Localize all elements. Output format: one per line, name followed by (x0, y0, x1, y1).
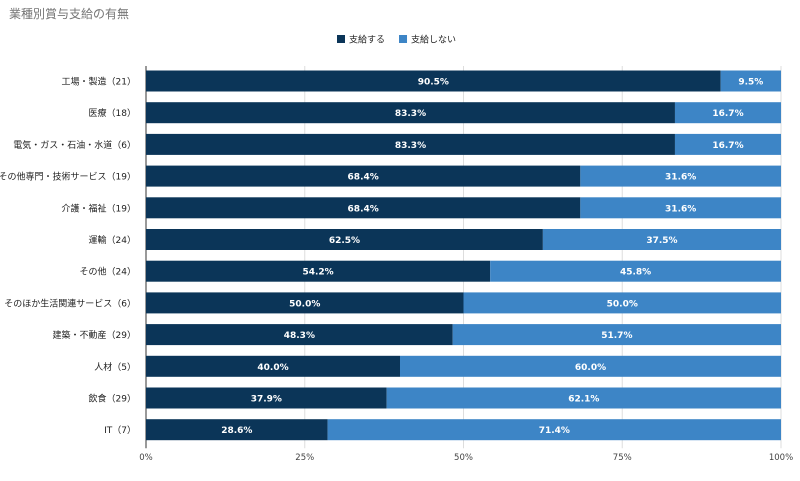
bar-segment (674, 102, 781, 124)
bar-segment (146, 102, 675, 124)
category-label: その他専門・技術サービス（19） (0, 171, 136, 183)
data-label: 83.3% (395, 109, 426, 119)
category-label: その他（24） (80, 266, 136, 278)
legend-swatch (399, 35, 408, 43)
data-label: 90.5% (418, 78, 449, 88)
bar-segment (400, 355, 781, 377)
chart-title: 業種別賞与支給の有無 (9, 7, 130, 21)
category-label: そのほか生活関連サービス（6） (4, 297, 136, 309)
bar-segment (146, 355, 400, 377)
x-tick-label: 50% (454, 453, 473, 463)
x-tick-label: 0% (139, 453, 153, 463)
bar-segment (463, 292, 781, 314)
bar-segment (146, 324, 453, 346)
data-label: 37.5% (646, 236, 677, 246)
data-label: 31.6% (665, 173, 696, 183)
data-label: 51.7% (601, 331, 632, 341)
bar-segment (580, 165, 781, 187)
bar-segment (146, 133, 675, 155)
data-label: 68.4% (348, 173, 379, 183)
bar-segment (146, 387, 387, 409)
data-label: 37.9% (251, 395, 282, 405)
bar-segment (674, 133, 781, 155)
category-label: 介護・福祉（19） (62, 202, 136, 214)
data-label: 28.6% (221, 426, 252, 436)
category-label: 工場・製造（21） (62, 76, 136, 88)
category-label: 建築・不動産（29） (53, 329, 136, 341)
data-label: 83.3% (395, 141, 426, 151)
category-label: 飲食（29） (89, 393, 136, 405)
x-tick-label: 100% (769, 453, 793, 463)
bar-segment (146, 70, 721, 92)
data-label: 54.2% (302, 268, 333, 278)
bar-segment (146, 292, 464, 314)
bar-segment (146, 165, 581, 187)
x-tick-label: 25% (295, 453, 314, 463)
bar-segment (146, 197, 581, 219)
bar-segment (490, 260, 781, 282)
data-label: 40.0% (257, 363, 288, 373)
bar-segment (146, 229, 543, 250)
bar-segment (327, 419, 781, 441)
category-label: 電気・ガス・石油・水道（6） (13, 139, 136, 151)
data-label: 62.1% (568, 395, 599, 405)
data-label: 9.5% (738, 78, 763, 88)
bar-segment (146, 419, 328, 441)
legend-label: 支給しない (411, 34, 456, 46)
bar-segment (452, 324, 781, 346)
data-label: 68.4% (348, 204, 379, 214)
category-label: 医療（18） (89, 107, 136, 119)
data-label: 50.0% (607, 299, 638, 309)
legend-swatch (337, 35, 345, 43)
category-label: 運輸（24） (89, 234, 136, 246)
data-label: 60.0% (575, 363, 606, 373)
category-label: 人材（5） (94, 361, 136, 373)
bar-segment (580, 197, 781, 219)
category-label: IT（7） (104, 425, 136, 436)
data-label: 45.8% (620, 268, 651, 278)
data-label: 16.7% (712, 109, 743, 119)
data-label: 31.6% (665, 204, 696, 214)
x-tick-label: 75% (613, 453, 632, 463)
bar-segment (386, 387, 781, 409)
bar-segment (720, 70, 781, 92)
data-label: 50.0% (289, 299, 320, 309)
data-label: 62.5% (329, 236, 360, 246)
bar-segment (146, 260, 491, 282)
bar-segment (542, 229, 781, 250)
data-label: 16.7% (712, 141, 743, 151)
legend-label: 支給する (349, 34, 385, 46)
data-label: 48.3% (284, 331, 315, 341)
data-label: 71.4% (539, 426, 570, 436)
